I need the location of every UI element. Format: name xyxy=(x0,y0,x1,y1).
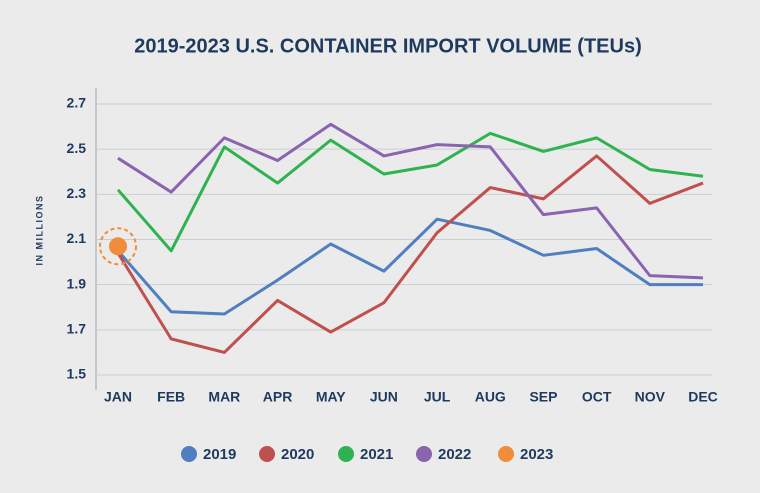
x-tick-label: APR xyxy=(263,389,293,405)
x-tick-label: DEC xyxy=(688,389,718,405)
legend-label: 2021 xyxy=(360,446,393,463)
legend-swatch xyxy=(498,446,514,462)
highlight-ring xyxy=(99,227,137,266)
point xyxy=(109,237,127,256)
x-tick-label: SEP xyxy=(529,389,557,405)
legend-label: 2019 xyxy=(203,446,236,463)
x-tick-label: JUL xyxy=(424,389,451,405)
y-tick-label: 2.7 xyxy=(67,95,87,111)
series-line xyxy=(116,154,704,354)
y-tick-label: 2.3 xyxy=(67,185,87,201)
series-line xyxy=(116,131,704,253)
y-tick-label: 1.5 xyxy=(67,366,87,382)
series-line xyxy=(116,217,703,316)
legend-label: 2022 xyxy=(438,446,471,463)
legend-swatch xyxy=(416,446,432,462)
y-tick-label: 1.7 xyxy=(67,321,87,337)
legend-swatch xyxy=(181,446,197,462)
legend-label: 2023 xyxy=(520,446,553,463)
x-tick-label: JAN xyxy=(104,389,132,405)
x-tick-label: FEB xyxy=(157,389,185,405)
legend-swatch xyxy=(259,446,275,462)
x-tick-label: OCT xyxy=(582,389,612,405)
series-line xyxy=(117,122,704,280)
legend-swatch xyxy=(338,446,354,462)
x-tick-label: AUG xyxy=(475,389,506,405)
y-tick-label: 1.9 xyxy=(67,275,87,291)
x-tick-label: MAY xyxy=(316,389,346,405)
x-tick-label: NOV xyxy=(635,389,666,405)
legend-label: 2020 xyxy=(281,446,314,463)
y-tick-label: 2.1 xyxy=(67,230,87,246)
y-tick-label: 2.5 xyxy=(67,140,87,156)
chart-title: 2019-2023 U.S. CONTAINER IMPORT VOLUME (… xyxy=(134,35,642,57)
x-tick-label: JUN xyxy=(370,389,398,405)
y-axis-label: IN MILLIONS xyxy=(34,195,44,266)
x-tick-label: MAR xyxy=(208,389,240,405)
